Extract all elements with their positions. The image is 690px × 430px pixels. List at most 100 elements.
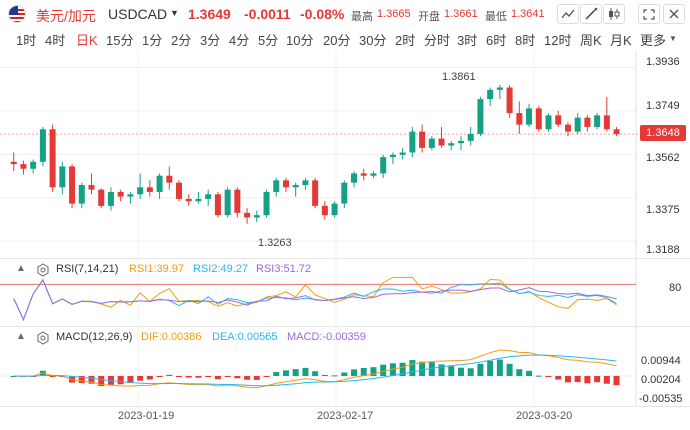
macd-collapse-icon[interactable]: ▲ bbox=[16, 331, 26, 342]
candle-body bbox=[166, 175, 173, 183]
macd-histogram-bar bbox=[195, 376, 202, 378]
candle-body bbox=[428, 138, 435, 148]
candle-body bbox=[234, 189, 241, 213]
macd-histogram-bar bbox=[88, 376, 95, 384]
candle-body bbox=[78, 185, 85, 204]
tab-10m[interactable]: 10分 bbox=[286, 33, 314, 48]
tab-15m[interactable]: 15分 bbox=[106, 33, 134, 48]
tab-4h[interactable]: 4时 bbox=[45, 33, 66, 48]
candle-body bbox=[360, 173, 367, 176]
candle-body bbox=[399, 152, 406, 155]
macd-histogram-bar bbox=[78, 376, 85, 384]
candle-body bbox=[30, 161, 37, 169]
tab-2m[interactable]: 2分 bbox=[171, 33, 192, 48]
macd-histogram-bar bbox=[594, 376, 601, 383]
candle-body bbox=[555, 115, 562, 125]
more-chevron-icon[interactable]: ▼ bbox=[669, 34, 677, 43]
candle-body bbox=[564, 124, 571, 132]
symbol-code[interactable]: USDCAD bbox=[108, 6, 168, 22]
macd-histogram-bar bbox=[496, 359, 503, 376]
macd-dea-value: DEA:0.00565 bbox=[212, 331, 278, 343]
tab-more[interactable]: 更多 bbox=[640, 33, 667, 48]
rsi1-line bbox=[13, 276, 617, 321]
candle-body bbox=[244, 212, 251, 218]
draw-tool-button[interactable] bbox=[580, 4, 602, 24]
date-axis-label: 2023-03-20 bbox=[516, 410, 573, 422]
tab-3h[interactable]: 3时 bbox=[457, 33, 478, 48]
macd-histogram-bar bbox=[584, 376, 591, 384]
rsi-collapse-icon[interactable]: ▲ bbox=[16, 263, 26, 274]
candle-body bbox=[185, 198, 192, 202]
macd-histogram-bar bbox=[205, 376, 212, 377]
macd-histogram-bar bbox=[457, 367, 464, 376]
macd-histogram-bar bbox=[156, 376, 163, 377]
candle-body bbox=[496, 87, 503, 90]
quote-header: 美元/加元 USDCAD ▼ 1.3649 -0.0011 -0.08% 最高 … bbox=[0, 0, 690, 28]
tab-12h[interactable]: 12时 bbox=[544, 33, 572, 48]
candle-body bbox=[516, 113, 523, 125]
tab-daily[interactable]: 日K bbox=[76, 33, 98, 48]
macd-histogram-bar bbox=[127, 376, 134, 384]
rsi-title: RSI(7,14,21) bbox=[56, 263, 119, 275]
macd-histogram-bar bbox=[448, 366, 455, 376]
candle-body bbox=[205, 194, 212, 199]
macd-histogram-bar bbox=[409, 360, 416, 376]
tab-20m[interactable]: 20分 bbox=[323, 33, 351, 48]
rsi3-line bbox=[13, 278, 617, 321]
rsi-level-label: 80 bbox=[669, 282, 682, 294]
candle-body bbox=[20, 164, 27, 169]
tab-4m[interactable]: 4分 bbox=[229, 33, 250, 48]
macd-histogram-bar bbox=[526, 370, 533, 376]
tab-30m[interactable]: 30分 bbox=[359, 33, 387, 48]
tab-3m[interactable]: 3分 bbox=[200, 33, 221, 48]
macd-histogram-bar bbox=[603, 376, 610, 384]
macd-histogram-bar bbox=[98, 376, 105, 387]
candle-body bbox=[467, 133, 474, 141]
candle-body bbox=[214, 194, 221, 216]
candle-body bbox=[88, 185, 95, 190]
close-icon bbox=[669, 9, 679, 19]
macd-histogram-bar bbox=[545, 376, 552, 377]
candle-body bbox=[107, 191, 114, 206]
macd-histogram-bar bbox=[428, 362, 435, 376]
chart-type-button[interactable] bbox=[557, 4, 579, 24]
macd-settings-gear-icon[interactable] bbox=[36, 331, 50, 345]
fullscreen-button[interactable] bbox=[638, 4, 660, 24]
period-tabs: 1时 4时 日K 15分 1分 2分 3分 4分 5分 10分 20分 30分 … bbox=[0, 30, 690, 50]
macd-axis-label: -0.00535 bbox=[639, 393, 683, 405]
macd-histogram-bar bbox=[176, 376, 183, 377]
high-value: 1.3665 bbox=[377, 8, 411, 20]
macd-histogram-bar bbox=[224, 376, 231, 377]
close-button[interactable] bbox=[663, 4, 685, 24]
tab-monthly[interactable]: 月K bbox=[610, 33, 632, 48]
high-annotation: 1.3861 bbox=[442, 71, 476, 83]
tab-1h[interactable]: 1时 bbox=[16, 33, 37, 48]
tab-timeshare[interactable]: 分时 bbox=[424, 33, 451, 48]
tab-2h[interactable]: 2时 bbox=[395, 33, 416, 48]
candle-body bbox=[409, 131, 416, 153]
candle-body bbox=[69, 166, 76, 204]
tab-5m[interactable]: 5分 bbox=[258, 33, 279, 48]
rsi-settings-gear-icon[interactable] bbox=[36, 263, 50, 277]
candle-body bbox=[448, 143, 455, 146]
candle-body bbox=[253, 215, 260, 218]
tab-weekly[interactable]: 周K bbox=[580, 33, 602, 48]
candle-settings-button[interactable] bbox=[603, 4, 625, 24]
candle-body bbox=[419, 131, 426, 148]
candle-body bbox=[49, 129, 56, 188]
tab-6h[interactable]: 6时 bbox=[486, 33, 507, 48]
rsi3-value: RSI3:51.72 bbox=[256, 263, 312, 275]
macd-histogram-bar bbox=[477, 364, 484, 376]
macd-histogram-bar bbox=[331, 375, 338, 377]
symbol-name[interactable]: 美元/加元 bbox=[36, 8, 96, 24]
divider bbox=[0, 258, 690, 259]
macd-histogram-bar bbox=[234, 376, 241, 379]
macd-histogram-bar bbox=[419, 361, 426, 376]
candle-body bbox=[457, 140, 464, 144]
tab-1m[interactable]: 1分 bbox=[142, 33, 163, 48]
symbol-dropdown-icon[interactable]: ▼ bbox=[170, 8, 179, 18]
tab-8h[interactable]: 8时 bbox=[515, 33, 536, 48]
macd-axis-label: 0.00204 bbox=[641, 374, 681, 386]
usd-cad-flag-icon bbox=[8, 5, 26, 23]
